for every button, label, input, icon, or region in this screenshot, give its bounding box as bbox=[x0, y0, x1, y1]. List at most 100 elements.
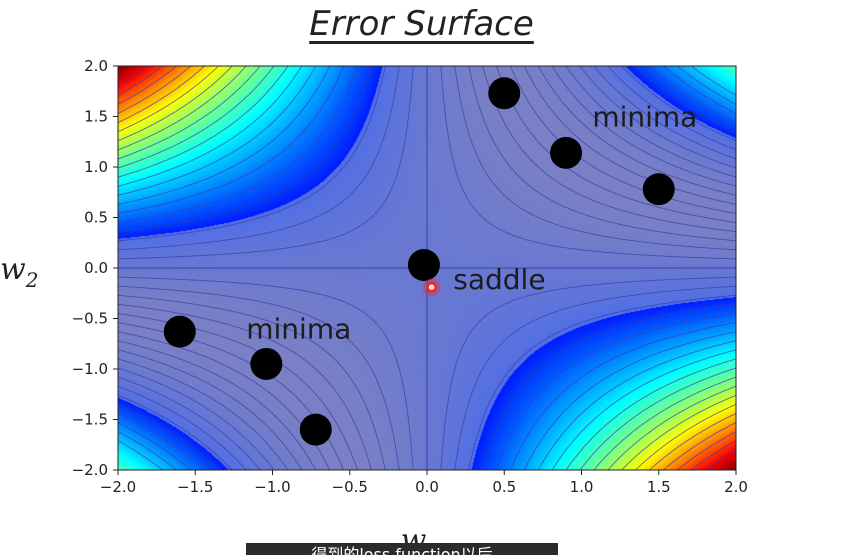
contour-line bbox=[118, 66, 220, 133]
contour-line bbox=[634, 66, 736, 133]
point-marker bbox=[299, 413, 332, 446]
contour-line bbox=[440, 66, 736, 260]
contour-line bbox=[454, 66, 736, 251]
contour-line bbox=[565, 66, 736, 178]
contour-line bbox=[118, 66, 372, 233]
contour-line bbox=[607, 66, 736, 151]
contour-line bbox=[704, 449, 736, 470]
chart-title: Error Surface bbox=[309, 4, 534, 44]
contour-lines bbox=[118, 66, 736, 470]
x-tick-label: 1.5 bbox=[647, 478, 671, 496]
y-tick-label: −0.5 bbox=[72, 310, 108, 328]
contour-line bbox=[565, 358, 736, 470]
contour-line bbox=[662, 66, 736, 114]
contour-line bbox=[118, 66, 275, 169]
contour-line bbox=[648, 66, 736, 124]
contour-line bbox=[118, 66, 206, 124]
contour-line bbox=[593, 376, 736, 470]
y-axis-ticks: 2.0 1.5 1.0 0.5 0.0 −0.5 −1.0 −1.5 −2.0 bbox=[72, 57, 118, 479]
y-tick-label: 1.0 bbox=[84, 158, 108, 176]
contour-line bbox=[118, 403, 220, 470]
point-marker bbox=[407, 248, 440, 281]
contour-line bbox=[118, 313, 358, 470]
annotations: minima saddle minima bbox=[246, 101, 697, 346]
contour-line bbox=[482, 303, 736, 470]
contour-line bbox=[118, 285, 400, 470]
contour-line bbox=[690, 66, 736, 96]
contour-line bbox=[118, 394, 233, 470]
contour-line bbox=[118, 358, 289, 470]
contour-line bbox=[496, 313, 736, 470]
contour-line bbox=[634, 403, 736, 470]
contour-line bbox=[482, 66, 736, 233]
contour-line bbox=[118, 66, 261, 160]
contour-line bbox=[118, 66, 386, 242]
contour-line bbox=[118, 376, 261, 470]
contour-line bbox=[118, 66, 150, 87]
contour-line bbox=[676, 66, 736, 105]
saddle-marker bbox=[426, 281, 437, 293]
y-tick-label: −1.5 bbox=[72, 411, 108, 429]
contour-line bbox=[118, 66, 345, 214]
x-axis-ticks: −2.0 −1.5 −1.0 −0.5 0.0 0.5 1.0 1.5 2.0 bbox=[100, 470, 748, 496]
contour-line bbox=[118, 385, 247, 470]
contour-line bbox=[118, 66, 289, 178]
contour-line bbox=[118, 66, 192, 114]
contour-line bbox=[118, 66, 400, 251]
contour-line bbox=[593, 66, 736, 160]
contour-line bbox=[118, 66, 233, 142]
contour-line bbox=[118, 412, 206, 470]
y-tick-label: −2.0 bbox=[72, 461, 108, 479]
contour-line bbox=[118, 367, 275, 470]
contour-line bbox=[118, 66, 331, 205]
contour-line bbox=[118, 422, 192, 470]
video-caption: 得到的loss function以后 bbox=[246, 543, 558, 555]
contour-line bbox=[537, 340, 736, 470]
contour-line bbox=[523, 331, 736, 470]
contour-line bbox=[118, 340, 317, 470]
contour-line bbox=[690, 440, 736, 470]
x-tick-label: −1.0 bbox=[254, 478, 290, 496]
contour-line bbox=[118, 303, 372, 470]
contour-line bbox=[118, 66, 164, 96]
contour-line bbox=[496, 66, 736, 224]
x-tick-label: −2.0 bbox=[100, 478, 136, 496]
y-axis-label: w2 bbox=[0, 252, 38, 292]
x-tick-label: 1.0 bbox=[570, 478, 594, 496]
x-tick-label: −0.5 bbox=[332, 478, 368, 496]
contour-line bbox=[454, 285, 736, 470]
contour-line bbox=[551, 349, 736, 470]
point-marker bbox=[163, 315, 196, 348]
contour-line bbox=[118, 431, 178, 470]
point-marker bbox=[250, 347, 283, 380]
contour-line bbox=[551, 66, 736, 187]
contour-line bbox=[118, 66, 317, 196]
contour-line bbox=[118, 294, 386, 470]
contour-line bbox=[118, 440, 164, 470]
contour-line bbox=[648, 412, 736, 470]
contour-line bbox=[662, 422, 736, 470]
y-tick-label: −1.0 bbox=[72, 360, 108, 378]
contour-line bbox=[440, 276, 736, 470]
contour-line bbox=[509, 66, 736, 214]
contour-line bbox=[676, 431, 736, 470]
contour-line bbox=[621, 394, 736, 470]
point-markers bbox=[163, 77, 675, 446]
contour-line bbox=[118, 276, 414, 470]
contour-line bbox=[118, 66, 178, 105]
contour-line bbox=[537, 66, 736, 196]
contour-line bbox=[118, 66, 358, 224]
contour-line bbox=[579, 367, 736, 470]
annotation-label: saddle bbox=[453, 263, 545, 296]
contour-line bbox=[118, 66, 303, 187]
annotation-label: minima bbox=[592, 101, 697, 134]
contour-line bbox=[468, 294, 736, 470]
annotation-label: minima bbox=[246, 313, 351, 346]
contour-line bbox=[118, 66, 414, 260]
x-tick-label: 2.0 bbox=[724, 478, 748, 496]
contour-line bbox=[579, 66, 736, 169]
point-marker bbox=[642, 173, 675, 206]
contour-line bbox=[468, 66, 736, 242]
y-tick-label: 0.5 bbox=[84, 209, 108, 227]
